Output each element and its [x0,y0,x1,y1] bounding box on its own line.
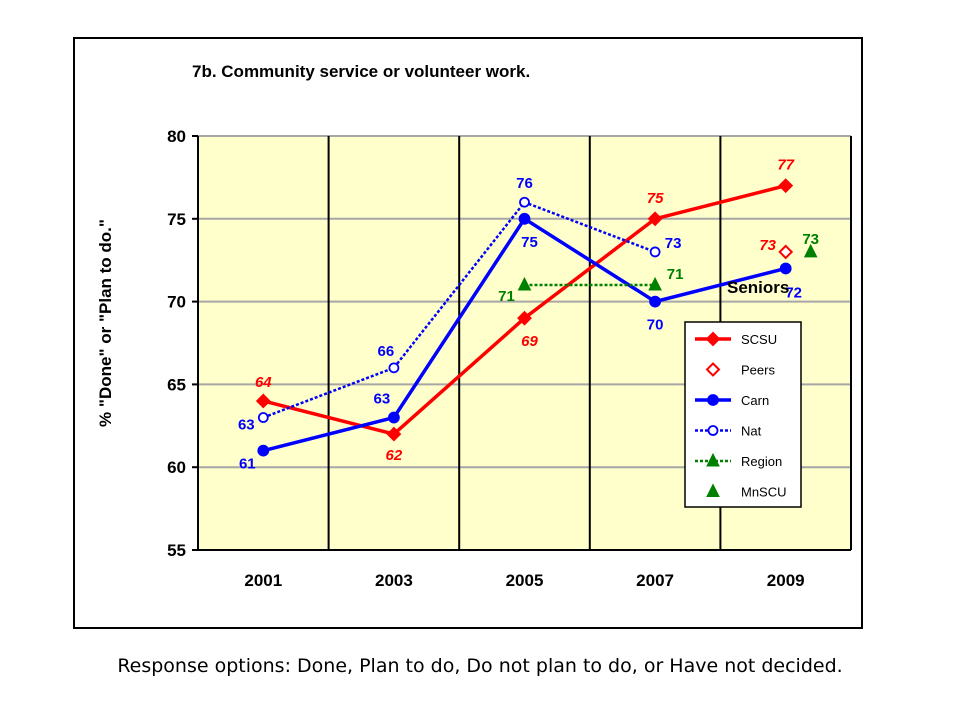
data-point-scsu [647,211,663,227]
y-tick-label: 70 [167,293,186,312]
legend-title: Seniors [727,278,789,297]
data-label-scsu: 69 [521,333,538,350]
data-point-scsu [517,310,532,326]
y-tick-label: 55 [167,541,186,560]
line-chart: 55 60 65 70 75 80 2001 2003 2005 2007 2009 7b. Comm… [96,62,852,590]
legend-label-region: Region [741,454,782,469]
y-tick-label: 60 [167,458,186,477]
y-axis-label: % "Done" or "Plan to do." [96,219,115,427]
legend-marker-scsu [705,331,721,347]
data-label-scsu: 62 [386,447,403,464]
data-label-nat: 63 [238,417,255,434]
data-label-scsu: 64 [255,374,272,391]
data-label-carn: 61 [239,456,256,473]
data-point-peers [778,244,794,260]
legend-marker-region [706,452,720,467]
legend-label-nat: Nat [741,424,762,439]
legend-marker-nat [707,425,719,436]
legend-label-scsu: SCSU [741,332,777,347]
y-tick-label: 65 [167,375,186,394]
legend-marker-mnscu [706,483,720,497]
x-tick-label: 2003 [375,571,413,590]
data-label-nat: 73 [665,235,682,252]
data-label-scsu: 77 [777,157,794,174]
data-label-scsu: 75 [647,190,664,207]
data-point-scsu [386,426,402,442]
y-tick-label: 80 [167,127,186,146]
data-point-region [648,276,662,291]
data-point-carn [779,262,792,275]
data-label-peers: 73 [759,237,776,254]
x-tick-label: 2007 [636,571,674,590]
data-label-carn: 72 [785,284,802,301]
x-tick-label: 2009 [767,571,805,590]
legend-label-mnscu: MnSCU [741,485,787,500]
data-point-nat [388,362,400,374]
data-point-carn [518,212,531,225]
data-label-nat: 76 [516,175,533,192]
data-label-carn: 75 [521,234,538,251]
data-point-mnscu [803,243,818,258]
data-label-region: 71 [498,288,515,305]
legend-marker-carn [707,394,719,406]
data-point-carn [649,295,661,308]
data-point-scsu [778,178,794,194]
chart-frame: 55 60 65 70 75 80 2001 2003 2005 2007 2009 7b. Comm… [73,37,863,629]
series-line-nat [262,200,656,419]
data-point-nat [519,196,530,208]
y-tick-label: 75 [167,210,186,229]
data-label-region: 71 [667,266,684,283]
data-point-carn [387,411,400,424]
legend-box [684,321,802,508]
response-options-caption: Response options: Done, Plan to do, Do n… [117,655,843,677]
x-tick-label: 2001 [244,571,282,590]
legend-label-peers: Peers [741,363,775,378]
data-label-nat: 66 [378,343,395,360]
data-point-nat [649,246,661,258]
legend-marker-peers [705,362,721,377]
x-tick-label: 2005 [506,571,544,590]
legend-label-carn: Carn [741,393,769,408]
data-point-region [517,276,532,291]
chart-title: 7b. Community service or volunteer work. [192,62,530,81]
data-point-scsu [255,393,271,409]
data-point-nat [257,412,269,423]
data-point-carn [257,444,270,457]
data-label-mnscu: 73 [802,231,819,248]
data-label-carn: 63 [374,391,391,408]
data-label-carn: 70 [647,317,664,334]
